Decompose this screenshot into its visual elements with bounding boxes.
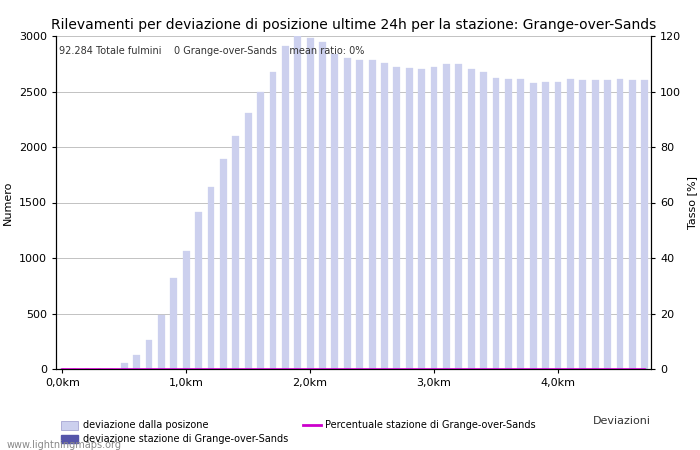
Bar	[294, 36, 301, 369]
Bar	[195, 212, 202, 369]
Bar	[207, 187, 214, 369]
Bar	[369, 60, 375, 369]
Bar	[530, 83, 537, 369]
Legend: deviazione dalla posizone, deviazione stazione di Grange-over-Sands, Percentuale: deviazione dalla posizone, deviazione st…	[61, 420, 536, 444]
Bar	[542, 81, 549, 369]
Bar	[270, 72, 276, 369]
Bar	[617, 79, 624, 369]
Text: www.lightningmaps.org: www.lightningmaps.org	[7, 440, 122, 450]
Bar	[232, 136, 239, 369]
Bar	[419, 69, 425, 369]
Bar	[282, 46, 288, 369]
Bar	[554, 81, 561, 369]
Bar	[629, 81, 636, 369]
Bar	[493, 78, 500, 369]
Bar	[393, 67, 400, 369]
Bar	[406, 68, 413, 369]
Bar	[592, 81, 598, 369]
Bar	[517, 79, 524, 369]
Bar	[456, 64, 462, 369]
Bar	[245, 112, 251, 369]
Bar	[220, 159, 227, 369]
Bar	[604, 81, 611, 369]
Bar	[468, 69, 475, 369]
Bar	[146, 340, 153, 369]
Bar	[183, 252, 190, 369]
Bar	[356, 60, 363, 369]
Text: 92.284 Totale fulmini    0 Grange-over-Sands    mean ratio: 0%: 92.284 Totale fulmini 0 Grange-over-Sand…	[59, 46, 365, 56]
Bar	[257, 91, 264, 369]
Y-axis label: Tasso [%]: Tasso [%]	[687, 176, 696, 229]
Bar	[567, 79, 574, 369]
Bar	[133, 355, 140, 369]
Bar	[505, 79, 512, 369]
Title: Rilevamenti per deviazione di posizione ultime 24h per la stazione: Grange-over-: Rilevamenti per deviazione di posizione …	[51, 18, 656, 32]
Bar	[580, 81, 586, 369]
Bar	[170, 278, 177, 369]
Bar	[121, 364, 127, 369]
Bar	[332, 54, 338, 369]
Bar	[443, 64, 450, 369]
Bar	[158, 315, 164, 369]
Text: Deviazioni: Deviazioni	[593, 416, 651, 426]
Bar	[480, 72, 487, 369]
Bar	[641, 81, 648, 369]
Bar	[344, 58, 351, 369]
Bar	[381, 63, 388, 369]
Bar	[430, 67, 438, 369]
Y-axis label: Numero: Numero	[4, 180, 13, 225]
Bar	[307, 38, 314, 369]
Bar	[319, 41, 326, 369]
